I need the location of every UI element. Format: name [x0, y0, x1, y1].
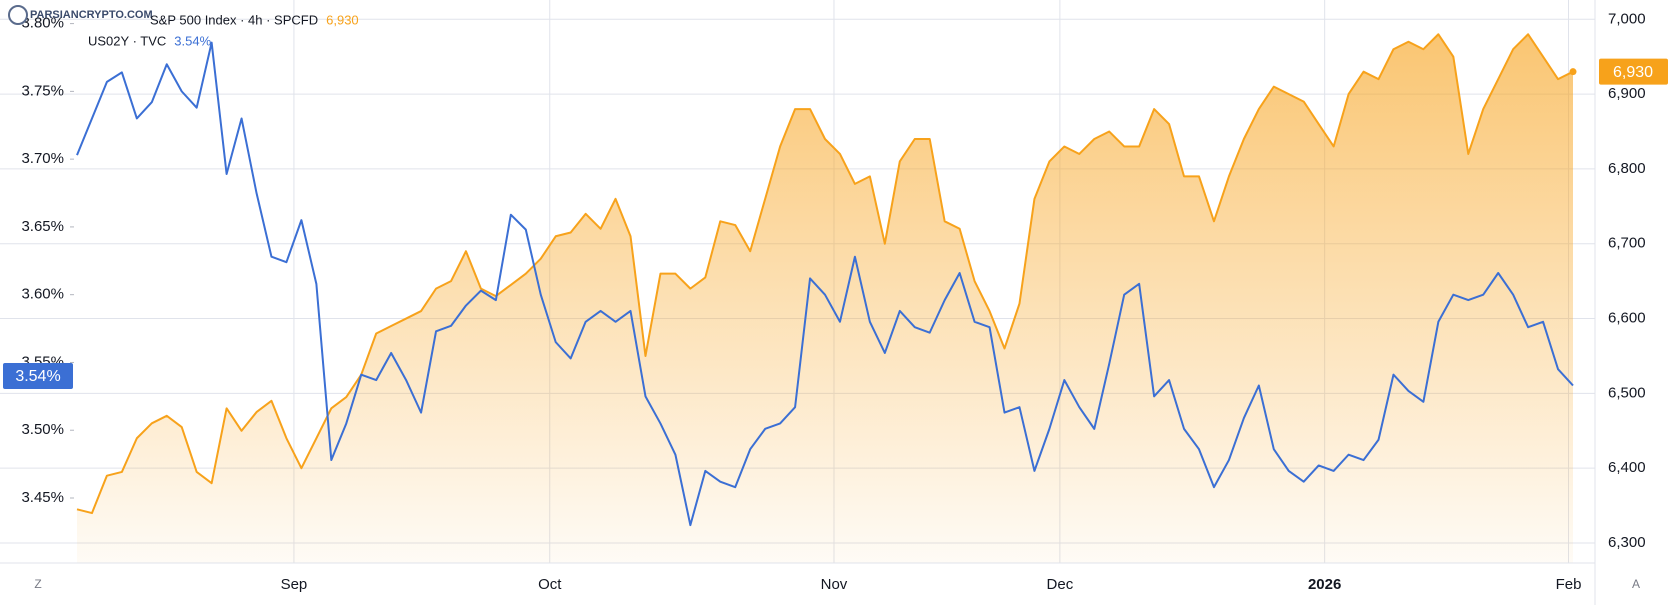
y-tick-label: 3.65% [21, 218, 64, 235]
axes: Sep Oct Nov Dec 2026 Feb 6,300 6,400 6,500 6,600 6… [3, 10, 1668, 593]
x-tick-label: Sep [281, 576, 308, 593]
y2-tick-label: 6,500 [1608, 384, 1646, 401]
legend-entry: S&P 500 Index · 4h · SPCFD [150, 12, 318, 27]
legend-value: 3.54% [174, 33, 211, 48]
x-tick-label: Oct [538, 576, 562, 593]
y2-tick-label: 6,600 [1608, 310, 1646, 327]
y2-tick-label: 6,300 [1608, 534, 1646, 551]
y-tick-label: 3.80% [21, 15, 64, 32]
y2-tick-label: 6,900 [1608, 85, 1646, 102]
legend-value: 6,930 [326, 12, 359, 27]
watermark: PARSIANCRYPTO.COM [30, 9, 153, 21]
y-tick-label: 3.50% [21, 421, 64, 438]
scale-button[interactable]: Z [34, 577, 41, 591]
last-point [1569, 68, 1577, 76]
y2-tick-label: 6,700 [1608, 235, 1646, 252]
area [77, 34, 1573, 563]
price-tag-label: 3.54% [15, 368, 60, 385]
y-tick-label: 3.75% [21, 82, 64, 99]
watermark-logo [8, 5, 28, 25]
price-tag [3, 363, 73, 390]
y-tick-label: 3.45% [21, 489, 64, 506]
price-tag [1599, 58, 1668, 85]
x-tick-label: Nov [821, 576, 848, 593]
scale-button[interactable]: A [1632, 577, 1640, 591]
y2-tick-label: 6,400 [1608, 459, 1646, 476]
x-tick-label: 2026 [1308, 576, 1341, 593]
line [76, 41, 1574, 527]
line [76, 33, 1574, 515]
x-tick-label: Dec [1047, 576, 1074, 593]
legend: PARSIANCRYPTO.COM S&P 500 Index · 4h · S… [8, 5, 359, 48]
price-tag-label: 6,930 [1613, 64, 1653, 81]
y-tick-label: 3.60% [21, 286, 64, 303]
x-tick-label: Feb [1556, 576, 1582, 593]
y2-tick-label: 6,800 [1608, 160, 1646, 177]
y2-tick-label: 7,000 [1608, 10, 1646, 27]
plot-area [76, 33, 1577, 563]
legend-entry: US02Y · TVC [88, 33, 166, 48]
y-tick-label: 3.70% [21, 150, 64, 167]
